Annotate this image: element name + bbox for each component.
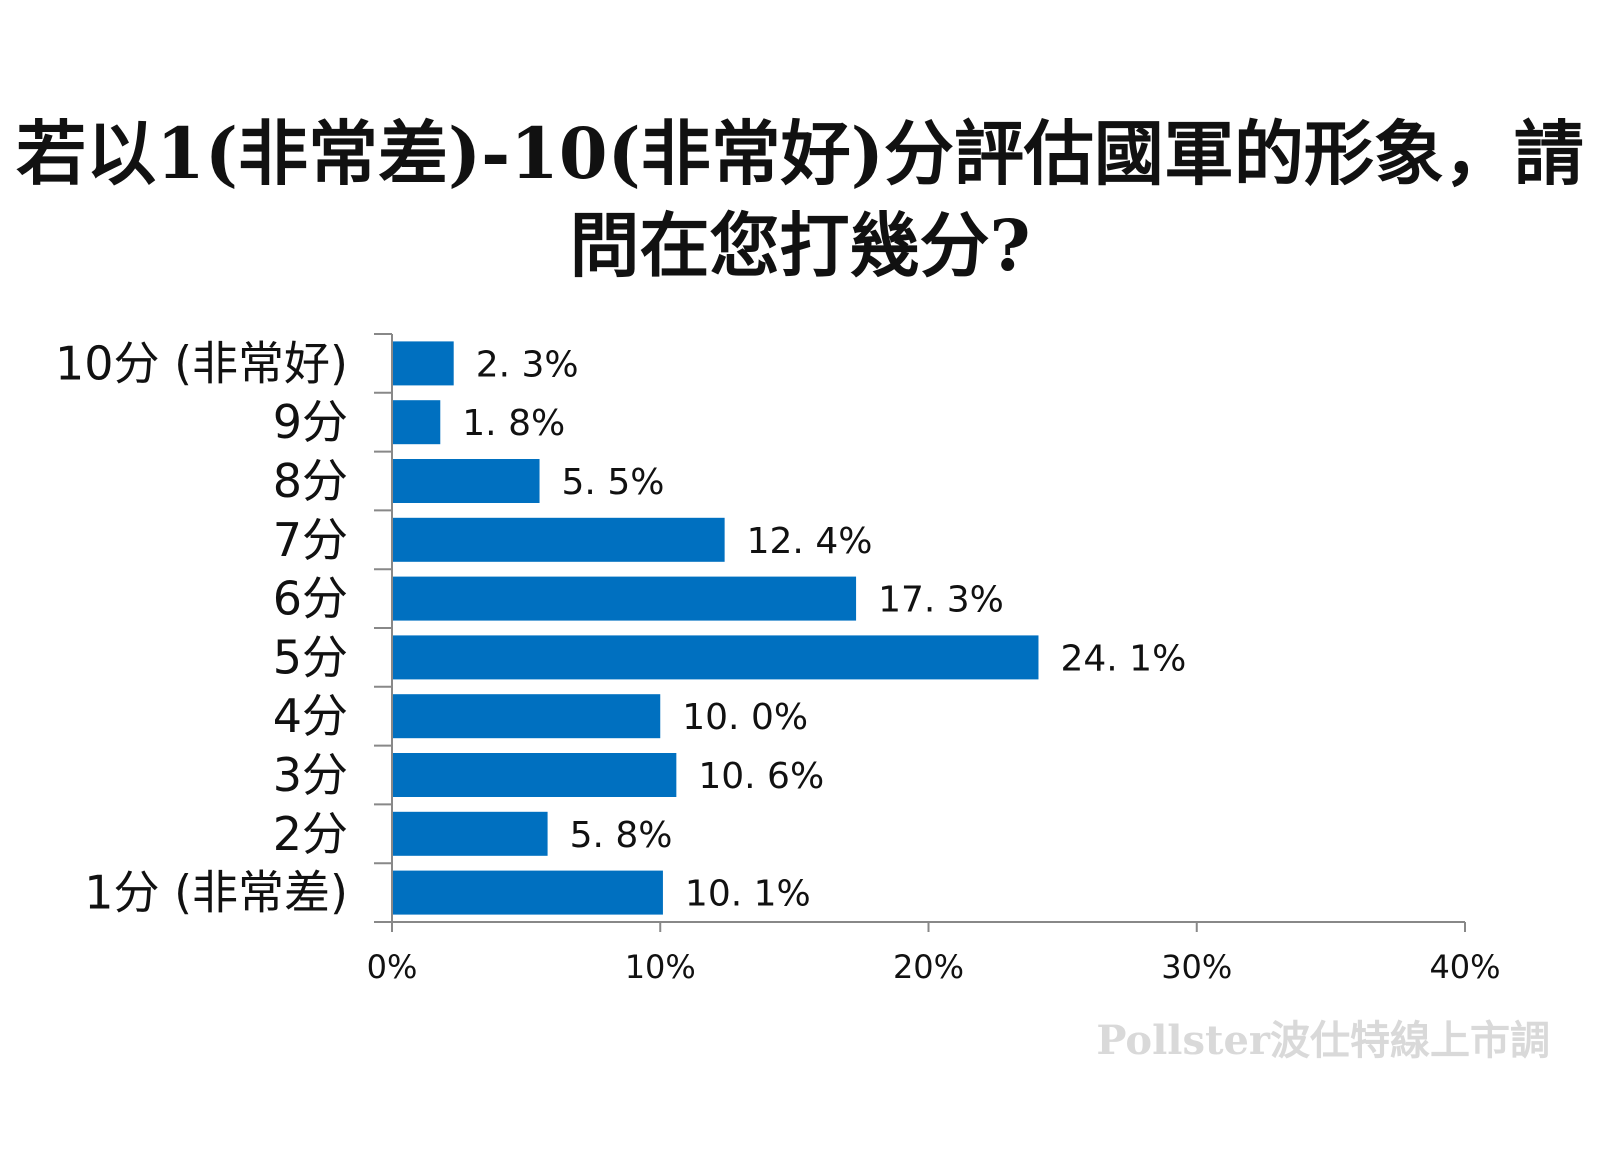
category-label: 3分 [273,748,348,802]
axes-group [374,333,1466,932]
bar [392,400,441,445]
x-tick-label: 20% [893,948,964,986]
data-label: 24. 1% [1060,638,1186,679]
bar [392,517,725,562]
data-label: 10. 6% [698,756,824,797]
bar [392,459,540,503]
x-tick-label: 10% [625,948,696,986]
category-label: 8分 [273,454,348,508]
category-label: 7分 [273,513,348,567]
data-label: 17. 3% [878,580,1004,621]
data-label: 2. 3% [476,344,579,385]
bar [392,341,454,386]
data-label: 10. 0% [682,697,808,738]
data-label: 5. 8% [570,815,673,856]
labels-group: 2. 3% 10分 (非常好) 1. 8% 9分 5. 5% 8分 12. 4% 7分 17. … [55,336,1501,986]
watermark: Pollster波仕特線上市調 [1096,1017,1550,1064]
x-tick-label: 40% [1429,948,1500,986]
category-label: 4分 [273,689,348,743]
category-label: 6分 [273,572,348,626]
category-label: 2分 [273,807,348,861]
data-label: 12. 4% [747,521,873,562]
x-tick-label: 30% [1161,948,1232,986]
bar [392,753,677,797]
bar [392,870,663,915]
category-label: 9分 [273,395,348,449]
bar [392,576,857,621]
data-label: 10. 1% [685,874,811,915]
category-label: 10分 (非常好) [55,336,348,390]
bars-group [392,341,1039,915]
category-label: 1分 (非常差) [84,866,348,920]
data-label: 1. 8% [462,403,565,444]
category-label: 5分 [273,630,348,684]
chart-title: 若以1(非常差)-10(非常好)分評估國軍的形象，請問在您打幾分? [16,112,1584,287]
data-label: 5. 5% [562,462,665,503]
bar [392,811,548,856]
bar [392,694,661,739]
bar [392,635,1039,680]
x-tick-label: 0% [367,948,418,986]
